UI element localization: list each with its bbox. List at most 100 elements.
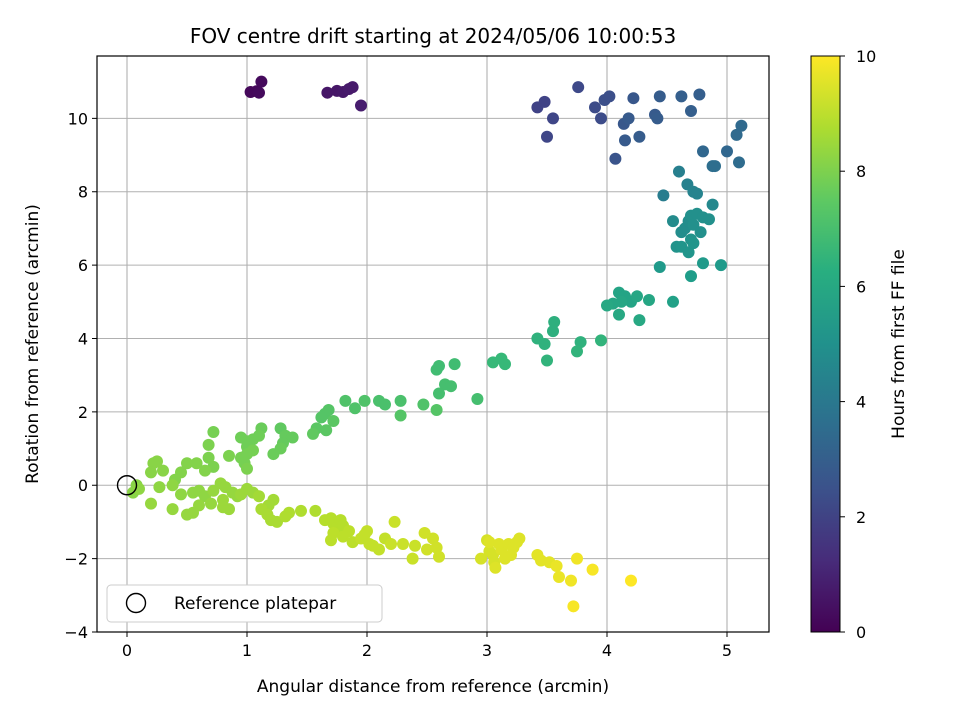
data-point [202,451,215,464]
data-point [595,334,607,347]
data-point [703,213,715,226]
x-tick-label: 0 [122,641,132,660]
data-point [715,259,727,272]
legend-marker-icon [125,592,147,614]
colorbar-tick-label: 0 [856,623,866,642]
colorbar-tick-label: 6 [856,277,866,296]
data-point [349,402,361,415]
data-point [685,270,697,283]
data-point [409,539,421,552]
data-point [643,293,655,306]
data-point [433,550,445,563]
data-point [223,503,235,516]
data-point [572,81,585,94]
data-point [430,541,443,554]
data-point [181,508,193,521]
data-point [166,479,179,492]
data-point [147,457,160,470]
data-point [145,466,157,479]
y-tick-label: 6 [78,256,88,275]
data-point [685,105,697,118]
data-point [307,427,319,440]
data-point [538,95,551,108]
data-point [295,504,307,517]
data-point [397,537,409,550]
data-point [433,360,445,373]
data-point [697,257,709,270]
data-point [175,488,187,501]
data-point [337,530,349,543]
data-point [625,574,637,587]
x-tick-label: 5 [722,641,732,660]
data-point [321,86,334,99]
data-point [190,457,203,470]
data-point [394,394,407,407]
data-point [571,345,583,358]
data-point [133,482,145,495]
data-point [586,563,599,576]
data-point [721,145,733,158]
data-point [315,411,328,424]
data-point [633,130,646,143]
data-point [547,112,559,125]
y-tick-label: −4 [64,623,88,642]
data-point [199,464,211,477]
data-point [207,426,220,439]
data-points [127,75,748,613]
data-point [153,481,166,494]
data-point [548,315,561,328]
data-point [657,189,670,202]
data-point [693,88,706,101]
legend: Reference platepar [106,584,383,623]
y-tick-label: 2 [78,403,88,422]
data-point [327,415,340,428]
data-point [385,537,397,550]
colorbar-ticks: 0 2 4 6 8 10 [840,47,876,642]
y-tick-label: 8 [78,183,88,202]
data-point [253,490,265,503]
colorbar-label: Hours from first FF file [889,249,909,439]
data-point [355,99,367,112]
legend-box [106,584,383,623]
x-tick-label: 1 [242,641,252,660]
data-point [691,187,703,200]
data-point [217,493,229,506]
data-point [547,325,559,338]
data-point [373,543,385,556]
data-point [448,358,461,371]
data-point [433,387,445,400]
data-point [735,119,748,132]
data-point [653,90,666,103]
data-point [320,424,333,437]
data-point [445,380,457,393]
colorbar-tick-label: 10 [856,47,876,66]
data-point [406,552,419,565]
data-point [417,398,430,411]
data-point [565,574,577,587]
data-point [322,404,335,417]
data-point [550,559,563,572]
data-point [627,92,640,105]
colorbar-tick-label: 8 [856,162,866,181]
data-point [653,260,666,273]
data-point [489,561,502,574]
y-axis-label: Rotation from reference (arcmin) [23,204,43,484]
data-point [675,90,688,103]
data-point [361,525,373,538]
data-point [255,75,268,88]
data-point [379,398,391,411]
data-point [205,497,217,510]
legend-label: Reference platepar [174,594,336,614]
data-point [421,543,433,556]
data-point [538,338,551,350]
data-point [346,81,359,94]
x-axis-ticks: 0 1 2 3 4 5 [122,632,732,660]
data-point [471,393,484,406]
data-point [541,354,553,367]
colorbar-tick-label: 2 [856,508,866,527]
data-point [706,198,719,211]
data-point [633,314,646,327]
data-point [709,160,721,173]
data-point [687,218,700,231]
